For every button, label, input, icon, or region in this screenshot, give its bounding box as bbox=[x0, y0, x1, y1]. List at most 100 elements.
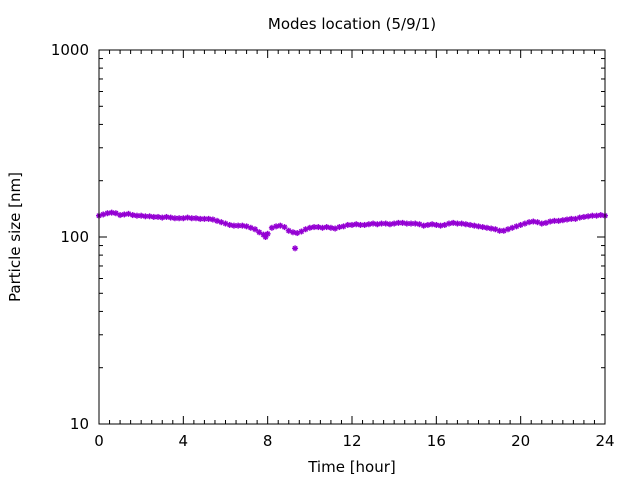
data-point-stroke bbox=[151, 214, 157, 220]
data-point-stroke bbox=[206, 216, 212, 222]
data-point-stroke bbox=[172, 215, 178, 221]
data-point-stroke bbox=[201, 216, 208, 222]
data-point-stroke bbox=[159, 214, 165, 221]
data-point-stroke bbox=[534, 219, 541, 225]
data-point-stroke bbox=[113, 210, 119, 216]
data-point-stroke bbox=[265, 231, 271, 237]
data-point-stroke bbox=[315, 224, 321, 230]
data-point-stroke bbox=[450, 220, 456, 226]
data-point-stroke bbox=[395, 220, 401, 226]
data-point-stroke bbox=[125, 211, 132, 217]
data-point-stroke bbox=[227, 222, 233, 228]
x-tick-label: 20 bbox=[511, 432, 530, 450]
data-point-stroke bbox=[471, 223, 477, 229]
data-point-stroke bbox=[429, 221, 435, 227]
data-point bbox=[235, 222, 242, 229]
data-point bbox=[138, 212, 145, 219]
data-point-stroke bbox=[248, 225, 254, 231]
data-point-stroke bbox=[564, 216, 570, 223]
data-point-stroke bbox=[231, 223, 237, 229]
data-point bbox=[117, 212, 124, 219]
data-point-stroke bbox=[292, 245, 298, 251]
data-point-stroke bbox=[243, 223, 250, 229]
data-point-stroke bbox=[138, 213, 144, 219]
data-point-stroke bbox=[176, 215, 182, 221]
x-axis-label: Time [hour] bbox=[307, 458, 396, 476]
data-point-stroke bbox=[526, 219, 532, 225]
data-point-stroke bbox=[222, 220, 229, 227]
data-point-stroke bbox=[374, 221, 380, 227]
data-point-stroke bbox=[328, 225, 334, 231]
data-point-stroke bbox=[256, 229, 262, 235]
data-point-stroke bbox=[539, 220, 545, 227]
data-point-stroke bbox=[400, 220, 406, 226]
data-point-stroke bbox=[142, 213, 148, 219]
data-point bbox=[256, 229, 263, 236]
data-point-stroke bbox=[357, 222, 364, 228]
data-point-stroke bbox=[467, 222, 473, 228]
data-point-stroke bbox=[290, 229, 296, 235]
data-point-stroke bbox=[168, 214, 174, 221]
data-point bbox=[298, 228, 305, 235]
data-point-stroke bbox=[475, 223, 482, 229]
data-point-stroke bbox=[163, 214, 170, 220]
data-point-stroke bbox=[189, 215, 195, 221]
data-point-stroke bbox=[383, 220, 389, 227]
data-point-stroke bbox=[324, 224, 330, 230]
data-point bbox=[176, 215, 183, 222]
data-point-stroke bbox=[530, 218, 536, 225]
data-point bbox=[538, 220, 545, 227]
data-point-stroke bbox=[446, 220, 452, 227]
data-point-stroke bbox=[391, 220, 397, 227]
data-point-stroke bbox=[577, 214, 583, 221]
y-tick-label: 1000 bbox=[51, 41, 89, 59]
data-point-stroke bbox=[551, 218, 557, 224]
data-point-stroke bbox=[585, 213, 591, 219]
data-point bbox=[344, 221, 351, 228]
chart-title: Modes location (5/9/1) bbox=[268, 15, 436, 33]
data-point-stroke bbox=[193, 215, 199, 221]
x-tick-label: 4 bbox=[179, 432, 189, 450]
data-point-stroke bbox=[581, 214, 587, 220]
ticks-layer: 0 4 8 12 16 20 24 10 100 1000 bbox=[51, 41, 615, 450]
data-point-stroke bbox=[378, 220, 385, 227]
data-point-stroke bbox=[496, 228, 503, 234]
data-point-stroke bbox=[404, 220, 410, 227]
data-point bbox=[146, 213, 153, 220]
data-point-stroke bbox=[387, 221, 393, 227]
y-tick-label: 100 bbox=[60, 228, 89, 246]
data-point-stroke bbox=[416, 221, 423, 227]
data-point-stroke bbox=[353, 221, 359, 227]
data-point-stroke bbox=[281, 224, 288, 230]
x-tick-label: 12 bbox=[342, 432, 361, 450]
data-point bbox=[155, 213, 162, 220]
data-point-stroke bbox=[345, 222, 351, 228]
data-point-stroke bbox=[262, 234, 269, 240]
data-point-stroke bbox=[488, 225, 494, 232]
data-point bbox=[585, 213, 592, 220]
x-tick-label: 0 bbox=[94, 432, 104, 450]
data-point-stroke bbox=[556, 218, 562, 224]
x-tick-label: 24 bbox=[595, 432, 614, 450]
data-point-stroke bbox=[218, 219, 224, 225]
data-point bbox=[226, 221, 233, 228]
data-point-stroke bbox=[311, 224, 317, 230]
points-layer bbox=[96, 209, 608, 252]
data-point-stroke bbox=[349, 222, 355, 228]
data-point-stroke bbox=[134, 213, 140, 219]
data-point-stroke bbox=[362, 222, 368, 228]
data-point bbox=[429, 221, 436, 228]
data-point-stroke bbox=[560, 217, 566, 223]
data-point-stroke bbox=[155, 214, 161, 220]
data-point bbox=[437, 222, 444, 229]
data-point bbox=[292, 245, 299, 252]
data-point-stroke bbox=[408, 220, 414, 227]
data-point bbox=[252, 226, 259, 233]
data-point-stroke bbox=[480, 224, 486, 230]
data-point-stroke bbox=[197, 216, 203, 222]
data-point-stroke bbox=[370, 220, 376, 227]
data-point-stroke bbox=[568, 216, 574, 222]
data-point-stroke bbox=[366, 221, 372, 227]
data-point-stroke bbox=[130, 212, 136, 218]
